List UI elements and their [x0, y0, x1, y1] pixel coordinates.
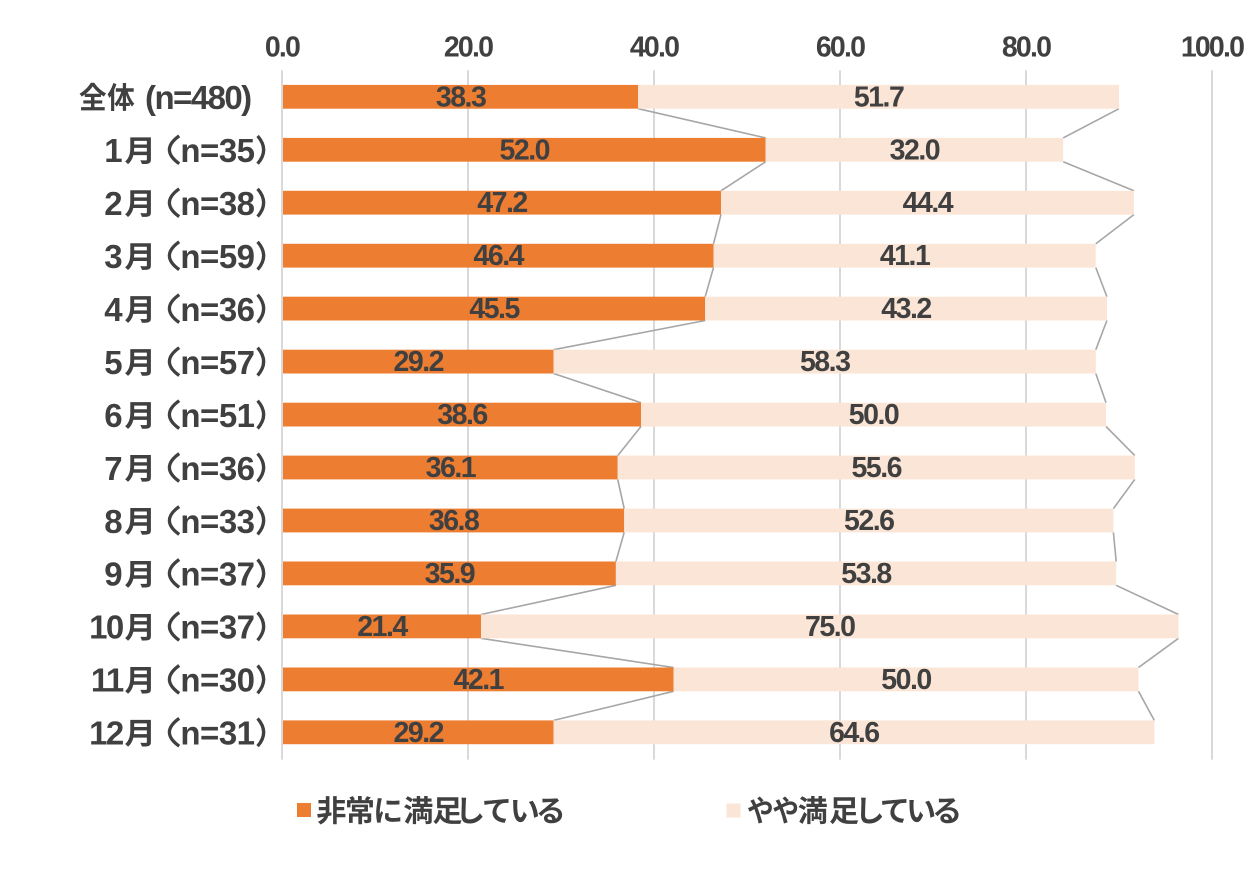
- svg-text:64.6: 64.6: [829, 717, 879, 749]
- svg-text:29.2: 29.2: [394, 346, 444, 378]
- svg-text:2: 2: [104, 185, 122, 222]
- svg-text:n=57: n=57: [180, 344, 254, 381]
- svg-text:75.0: 75.0: [805, 611, 855, 643]
- svg-text:58.3: 58.3: [800, 346, 850, 378]
- svg-text:n=37: n=37: [180, 609, 254, 646]
- svg-text:n=33: n=33: [180, 503, 254, 540]
- svg-text:4: 4: [104, 291, 123, 328]
- svg-text:52.0: 52.0: [500, 134, 550, 166]
- svg-text:5: 5: [104, 344, 122, 381]
- svg-text:0.0: 0.0: [265, 32, 300, 64]
- svg-text:n=36: n=36: [180, 450, 254, 487]
- svg-text:60.0: 60.0: [816, 32, 865, 64]
- svg-text:3: 3: [104, 238, 122, 275]
- svg-text:43.2: 43.2: [881, 293, 931, 325]
- svg-text:1: 1: [104, 132, 122, 169]
- svg-text:40.0: 40.0: [630, 32, 679, 64]
- svg-text:20.0: 20.0: [444, 32, 493, 64]
- svg-text:38.3: 38.3: [436, 81, 486, 113]
- svg-text:n=31: n=31: [180, 715, 254, 752]
- svg-text:n=37: n=37: [180, 556, 254, 593]
- svg-text:36.8: 36.8: [429, 505, 479, 537]
- svg-text:n=59: n=59: [180, 238, 254, 275]
- svg-text:42.1: 42.1: [454, 664, 505, 696]
- svg-text:21.4: 21.4: [357, 611, 408, 643]
- svg-text:35.9: 35.9: [425, 558, 475, 590]
- svg-text:53.8: 53.8: [841, 558, 891, 590]
- svg-text:50.0: 50.0: [881, 664, 931, 696]
- svg-text:32.0: 32.0: [890, 134, 940, 166]
- svg-text:(n=480): (n=480): [145, 79, 251, 116]
- svg-text:11: 11: [91, 662, 124, 699]
- svg-text:52.6: 52.6: [844, 505, 894, 537]
- svg-text:38.6: 38.6: [437, 399, 487, 431]
- svg-text:36.1: 36.1: [426, 452, 477, 484]
- svg-text:n=51: n=51: [180, 397, 254, 434]
- svg-text:80.0: 80.0: [1002, 32, 1051, 64]
- svg-text:41.1: 41.1: [880, 240, 931, 272]
- svg-text:n=35: n=35: [180, 132, 254, 169]
- svg-text:51.7: 51.7: [854, 81, 904, 113]
- svg-text:45.5: 45.5: [469, 293, 520, 325]
- svg-text:47.2: 47.2: [477, 187, 527, 219]
- svg-text:n=30: n=30: [180, 662, 254, 699]
- svg-text:n=38: n=38: [180, 185, 254, 222]
- svg-text:12: 12: [89, 715, 124, 752]
- svg-text:46.4: 46.4: [474, 240, 525, 272]
- svg-text:44.4: 44.4: [903, 187, 954, 219]
- svg-text:9: 9: [104, 556, 122, 593]
- svg-text:6: 6: [104, 397, 122, 434]
- svg-text:29.2: 29.2: [394, 717, 444, 749]
- svg-text:50.0: 50.0: [849, 399, 899, 431]
- svg-text:100.0: 100.0: [1181, 32, 1244, 64]
- svg-text:7: 7: [104, 450, 122, 487]
- svg-text:8: 8: [104, 503, 122, 540]
- svg-text:10: 10: [89, 609, 123, 646]
- svg-text:n=36: n=36: [180, 291, 254, 328]
- svg-text:55.6: 55.6: [852, 452, 902, 484]
